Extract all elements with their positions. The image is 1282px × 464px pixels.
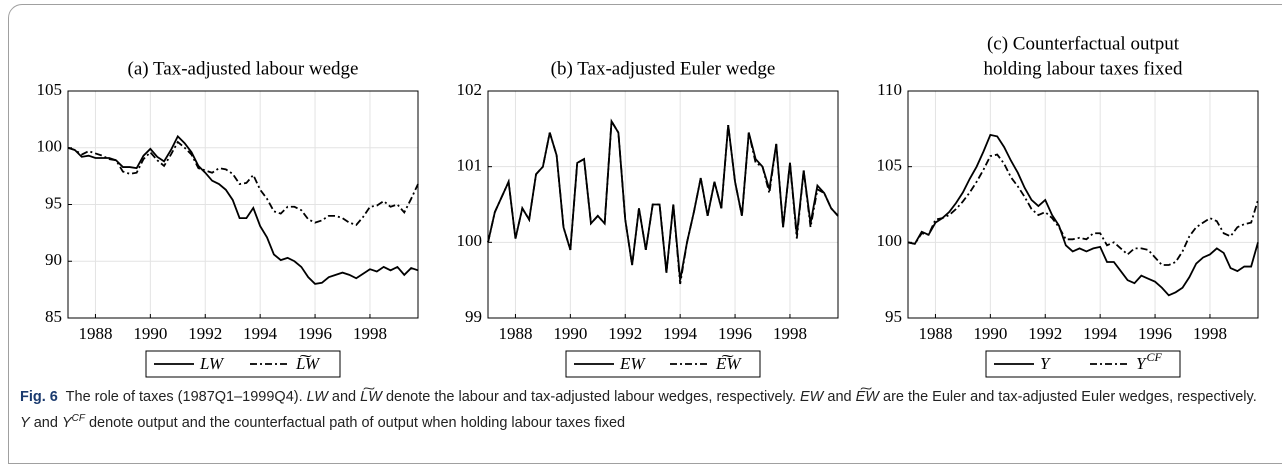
x-tick-label: 1990 xyxy=(133,324,167,343)
caption-text: and xyxy=(331,389,357,405)
caption-text: L͠W xyxy=(360,389,382,405)
figure: (a) Tax-adjusted labour wedge 85 90 95 100 10… xyxy=(37,33,1259,378)
axes-box xyxy=(487,90,839,319)
caption-text: are the Euler and tax-adjusted Euler wed… xyxy=(883,389,1257,405)
x-tick-label: 1990 xyxy=(973,324,1007,343)
chart-title: (c) Counterfactual output xyxy=(987,33,1180,54)
y-tick-label: 95 xyxy=(45,193,62,212)
x-tick-label: 1996 xyxy=(298,324,332,343)
caption-text: denote the labour and tax-adjusted labou… xyxy=(385,389,796,405)
y-tick-label: 99 xyxy=(465,307,482,326)
x-tick-label: 1998 xyxy=(353,324,387,343)
caption-text: and xyxy=(827,389,852,405)
y-tick-label: 90 xyxy=(45,250,62,269)
series-line xyxy=(907,153,1259,266)
x-tick-label: 1988 xyxy=(78,324,112,343)
caption-text: and xyxy=(33,414,58,431)
series-line xyxy=(487,118,839,285)
x-tick-label: 1998 xyxy=(773,324,807,343)
y-tick-label: 100 xyxy=(37,137,63,156)
y-tick-label: 110 xyxy=(877,80,902,99)
caption-text: LW xyxy=(306,389,328,405)
series-line xyxy=(67,134,419,285)
legend-label: Y xyxy=(1136,354,1147,373)
x-tick-label: 1988 xyxy=(498,324,532,343)
caption-text: Y xyxy=(20,414,30,431)
x-tick-label: 1998 xyxy=(1193,324,1227,343)
axes-box xyxy=(907,90,1259,319)
caption-text: EW xyxy=(800,389,824,405)
x-tick-label: 1992 xyxy=(608,324,642,343)
legend-label: E͠W xyxy=(715,354,742,373)
legend-label: Y xyxy=(1040,354,1051,373)
y-tick-label: 95 xyxy=(885,307,902,326)
x-tick-label: 1996 xyxy=(1138,324,1172,343)
x-tick-label: 1994 xyxy=(1083,324,1118,343)
caption-text: E͠W xyxy=(855,389,879,405)
plot-area xyxy=(488,91,838,318)
x-tick-label: 1992 xyxy=(188,324,222,343)
x-tick-label: 1994 xyxy=(243,324,278,343)
y-tick-label: 100 xyxy=(457,231,483,250)
chart-title: (b) Tax-adjusted Euler wedge xyxy=(551,58,776,79)
page: {"chart_data": [ {"type": "line", "title… xyxy=(8,4,1282,464)
series-line xyxy=(907,133,1259,297)
axes-box xyxy=(67,90,419,319)
y-tick-label: 100 xyxy=(877,231,903,250)
x-tick-label: 1988 xyxy=(918,324,952,343)
y-tick-label: 105 xyxy=(37,80,63,99)
plot-area xyxy=(908,91,1258,318)
caption-text: denote output and the counterfactual pat… xyxy=(88,414,626,431)
caption-text: CF xyxy=(71,413,85,424)
series-line xyxy=(67,140,419,226)
chart-title: holding labour taxes fixed xyxy=(984,58,1183,79)
y-tick-label: 105 xyxy=(877,156,903,175)
caption-label: Fig. 6 xyxy=(20,389,58,405)
y-tick-label: 101 xyxy=(457,156,483,175)
caption-text: The role of taxes (1987Q1–1999Q4). xyxy=(65,389,303,405)
caption-text: Y xyxy=(61,414,72,431)
caption: Fig. 6 The role of taxes (1987Q1–1999Q4)… xyxy=(20,387,1270,434)
legend-label: LW xyxy=(199,354,225,373)
x-tick-label: 1996 xyxy=(718,324,752,343)
legend-label: EW xyxy=(619,354,646,373)
x-tick-label: 1994 xyxy=(663,324,698,343)
chart-title: (a) Tax-adjusted labour wedge xyxy=(128,58,359,79)
y-tick-label: 85 xyxy=(45,307,62,326)
legend-label: L͠W xyxy=(295,354,321,373)
x-tick-label: 1990 xyxy=(553,324,587,343)
x-tick-label: 1992 xyxy=(1028,324,1062,343)
legend-label: CF xyxy=(1146,350,1162,364)
y-tick-label: 102 xyxy=(457,80,483,99)
